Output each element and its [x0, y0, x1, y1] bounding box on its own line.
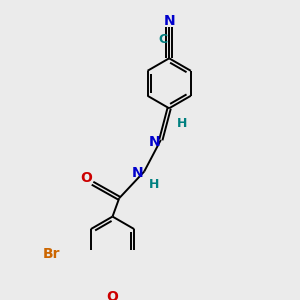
- Text: H: H: [177, 117, 188, 130]
- Text: Br: Br: [43, 247, 61, 261]
- Text: N: N: [163, 14, 175, 28]
- Text: N: N: [148, 135, 160, 148]
- Text: O: O: [80, 171, 92, 185]
- Text: H: H: [149, 178, 159, 191]
- Text: O: O: [106, 290, 119, 300]
- Text: C: C: [158, 34, 167, 46]
- Text: N: N: [132, 166, 143, 180]
